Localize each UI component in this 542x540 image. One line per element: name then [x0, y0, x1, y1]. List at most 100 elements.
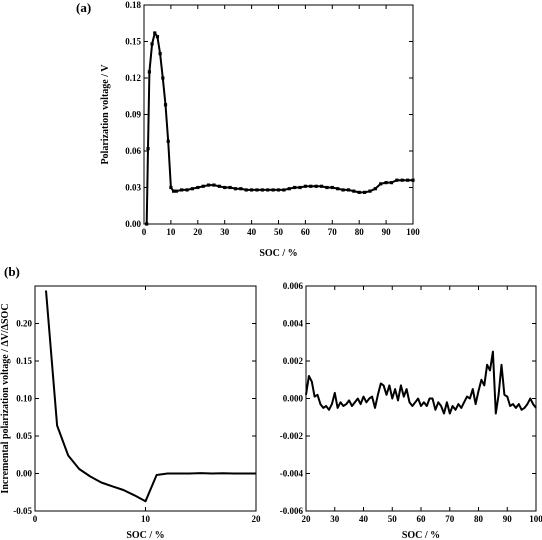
- data-point: [379, 182, 383, 186]
- plot-frame: [34, 285, 257, 512]
- data-point: [185, 188, 189, 192]
- y-tick-label: -0.05: [13, 506, 32, 516]
- data-point: [190, 187, 195, 191]
- y-tick-label: 0.18: [125, 0, 141, 10]
- data-point: [161, 76, 165, 80]
- data-point: [169, 185, 173, 190]
- data-point: [346, 188, 351, 192]
- x-tick-label: 50: [274, 227, 284, 237]
- data-point: [293, 185, 297, 190]
- y-tick-label: 0.12: [125, 73, 141, 83]
- x-tick-label: 100: [406, 227, 420, 237]
- x-tick-label: 60: [301, 227, 311, 237]
- x-tick-label: 10: [141, 514, 151, 524]
- data-point: [201, 184, 205, 188]
- data-point: [309, 184, 313, 188]
- data-point: [163, 103, 168, 107]
- data-point: [357, 190, 361, 194]
- x-tick-label: 0: [33, 514, 38, 524]
- x-tick-label: 70: [328, 227, 338, 237]
- data-point: [389, 181, 394, 185]
- data-point: [153, 31, 157, 35]
- data-point: [217, 184, 221, 188]
- series-line: [45, 290, 256, 503]
- plot-frame: [305, 285, 537, 512]
- y-tick-label: 0.10: [16, 394, 32, 404]
- x-tick-label: 0: [142, 227, 147, 237]
- x-axis-label: SOC / %: [126, 530, 164, 540]
- data-point: [362, 190, 367, 194]
- y-tick-label: 0.05: [16, 431, 32, 441]
- data-point: [395, 178, 399, 182]
- data-point: [150, 42, 154, 46]
- data-point: [336, 187, 340, 191]
- panel-b-incremental-0-20: 0 10 20 -0.05 0.00 0.05 0.10 0.15 0.20 SOC / % Inc…: [0, 264, 261, 540]
- panel-label: (a): [76, 0, 91, 15]
- x-tick-label: 20: [302, 514, 312, 524]
- data-point: [180, 188, 184, 192]
- data-point: [166, 139, 170, 143]
- panel-a-polarization-voltage: 0 10 20 30 40 50 60 70 80 90 100 0.00 0.03 0.06 0.09 0.…: [76, 0, 420, 259]
- data-point: [212, 183, 216, 187]
- y-tick-label: -0.006: [280, 506, 304, 516]
- data-point: [282, 188, 286, 192]
- data-point: [400, 178, 404, 182]
- x-tick-label: 90: [503, 514, 513, 524]
- y-tick-label: 0.00: [125, 219, 141, 229]
- data-point: [174, 189, 178, 193]
- data-point: [147, 70, 151, 74]
- data-point: [244, 188, 248, 192]
- data-point: [250, 188, 254, 192]
- x-tick-label: 80: [474, 514, 484, 524]
- x-tick-label: 20: [193, 227, 203, 237]
- data-point: [255, 188, 259, 192]
- x-tick-label: 30: [220, 227, 230, 237]
- data-point: [384, 181, 388, 185]
- x-tick-label: 20: [252, 514, 262, 524]
- data-point: [223, 185, 227, 190]
- data-point: [314, 184, 318, 188]
- x-tick-label: 80: [355, 227, 365, 237]
- x-tick-label: 70: [445, 514, 455, 524]
- y-tick-label: -0.004: [280, 469, 304, 479]
- y-tick-label: 0.15: [16, 356, 32, 366]
- data-point: [145, 222, 149, 226]
- data-point: [228, 185, 232, 190]
- data-point: [319, 184, 324, 188]
- data-point: [276, 188, 281, 192]
- data-point: [239, 187, 243, 191]
- y-tick-label: 0.000: [283, 394, 304, 404]
- x-axis-label: SOC / %: [259, 248, 297, 259]
- y-tick-label: -0.002: [280, 431, 304, 441]
- x-tick-label: 10: [166, 227, 176, 237]
- data-point: [352, 189, 356, 193]
- data-point: [266, 188, 270, 192]
- y-tick-label: 0.06: [125, 146, 141, 156]
- panel-label: (b): [4, 264, 20, 279]
- x-axis-label: SOC / %: [402, 530, 440, 540]
- y-axis-label: Polarization voltage / V: [100, 64, 111, 165]
- data-point: [287, 187, 291, 191]
- data-point: [406, 178, 410, 182]
- y-tick-label: 0.20: [16, 319, 32, 329]
- data-point: [373, 187, 377, 191]
- y-tick-label: 0.15: [125, 37, 141, 47]
- x-tick-label: 30: [330, 514, 340, 524]
- x-tick-label: 40: [247, 227, 257, 237]
- data-point: [158, 52, 162, 56]
- y-tick-label: 0.002: [283, 356, 304, 366]
- y-tick-label: 0.004: [283, 319, 304, 329]
- data-point: [330, 185, 334, 190]
- y-tick-label: 0.09: [125, 110, 141, 120]
- series-line: [145, 32, 413, 225]
- series-line: [305, 350, 537, 415]
- data-point: [155, 35, 160, 39]
- data-point: [146, 146, 150, 151]
- data-point: [196, 185, 200, 190]
- data-point: [325, 185, 329, 190]
- data-point: [233, 187, 238, 191]
- data-point: [298, 185, 302, 190]
- x-tick-label: 50: [388, 514, 398, 524]
- x-tick-label: 40: [359, 514, 369, 524]
